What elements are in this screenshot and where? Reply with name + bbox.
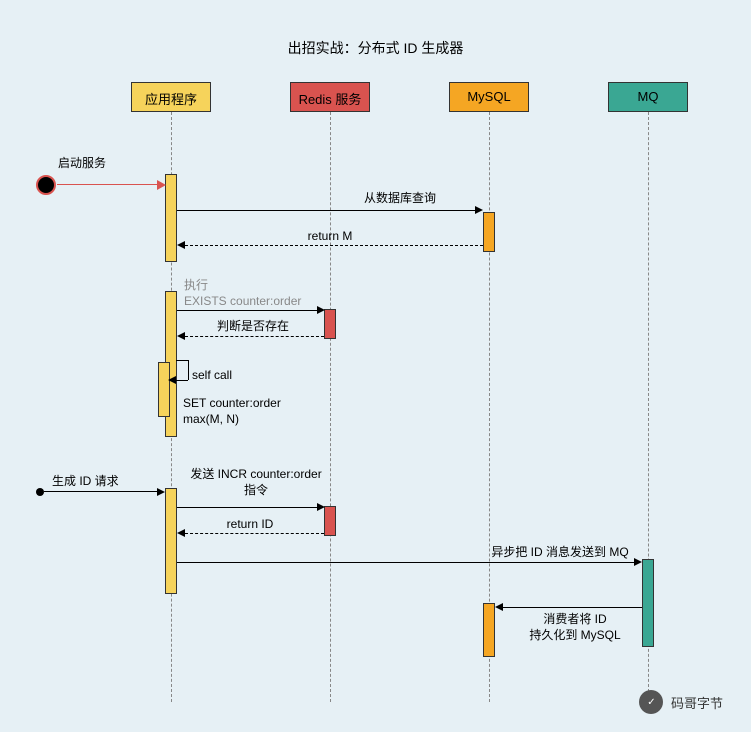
gen-label: 生成 ID 请求	[52, 474, 119, 490]
message-arrow-1	[185, 245, 483, 246]
selfcall-side	[188, 360, 189, 380]
message-arrow-6	[177, 507, 317, 508]
start-arrow	[57, 184, 157, 185]
message-arrow-head-0	[475, 206, 483, 214]
participant-mq: MQ	[608, 82, 688, 112]
message-arrow-head-2	[317, 306, 325, 314]
selfcall-top	[176, 360, 188, 361]
message-arrow-head-9	[495, 603, 503, 611]
activation-8	[483, 603, 495, 657]
message-label-2: 执行 EXISTS counter:order	[184, 278, 334, 309]
gen-node	[36, 488, 44, 496]
message-label-7: return ID	[200, 517, 300, 533]
activation-1	[483, 212, 495, 252]
message-label-5: SET counter:order max(M, N)	[183, 396, 313, 427]
start-node	[36, 175, 56, 195]
activation-0	[165, 174, 177, 262]
message-arrow-head-3	[177, 332, 185, 340]
message-arrow-0	[177, 210, 475, 211]
message-label-1: return M	[280, 229, 380, 245]
message-arrow-head-6	[317, 503, 325, 511]
participant-mysql: MySQL	[449, 82, 529, 112]
gen-arrow	[44, 491, 157, 492]
activation-3	[158, 362, 170, 417]
message-arrow-head-8	[634, 558, 642, 566]
message-arrow-9	[503, 607, 642, 608]
message-label-3: 判断是否存在	[198, 319, 308, 335]
start-label: 启动服务	[58, 156, 106, 172]
start-arrow-head	[157, 180, 166, 190]
gen-arrow-head	[157, 488, 165, 496]
message-arrow-head-7	[177, 529, 185, 537]
watermark: ✓ 码哥字节	[639, 690, 723, 714]
message-arrow-7	[185, 533, 324, 534]
message-arrow-8	[177, 562, 634, 563]
message-label-6: 发送 INCR counter:order 指令	[176, 467, 336, 498]
message-label-0: 从数据库查询	[330, 191, 470, 207]
activation-6	[324, 506, 336, 536]
participant-redis: Redis 服务	[290, 82, 370, 112]
message-label-4: self call	[192, 368, 252, 384]
watermark-icon: ✓	[639, 690, 663, 714]
message-label-8: 异步把 ID 消息发送到 MQ	[470, 545, 650, 561]
diagram-title: 出招实战：分布式 ID 生成器	[0, 38, 751, 58]
message-arrow-head-1	[177, 241, 185, 249]
selfcall-head	[168, 376, 176, 384]
message-arrow-2	[177, 310, 317, 311]
watermark-text: 码哥字节	[671, 693, 723, 712]
message-arrow-3	[185, 336, 324, 337]
sequence-diagram: 出招实战：分布式 ID 生成器 应用程序 Redis 服务 MySQL MQ 启动服务…	[0, 0, 751, 732]
message-label-9: 消费者将 ID 持久化到 MySQL	[515, 612, 635, 643]
activation-7	[642, 559, 654, 647]
selfcall-bottom	[176, 380, 188, 381]
activation-5	[165, 488, 177, 594]
activation-4	[324, 309, 336, 339]
participant-app: 应用程序	[131, 82, 211, 112]
